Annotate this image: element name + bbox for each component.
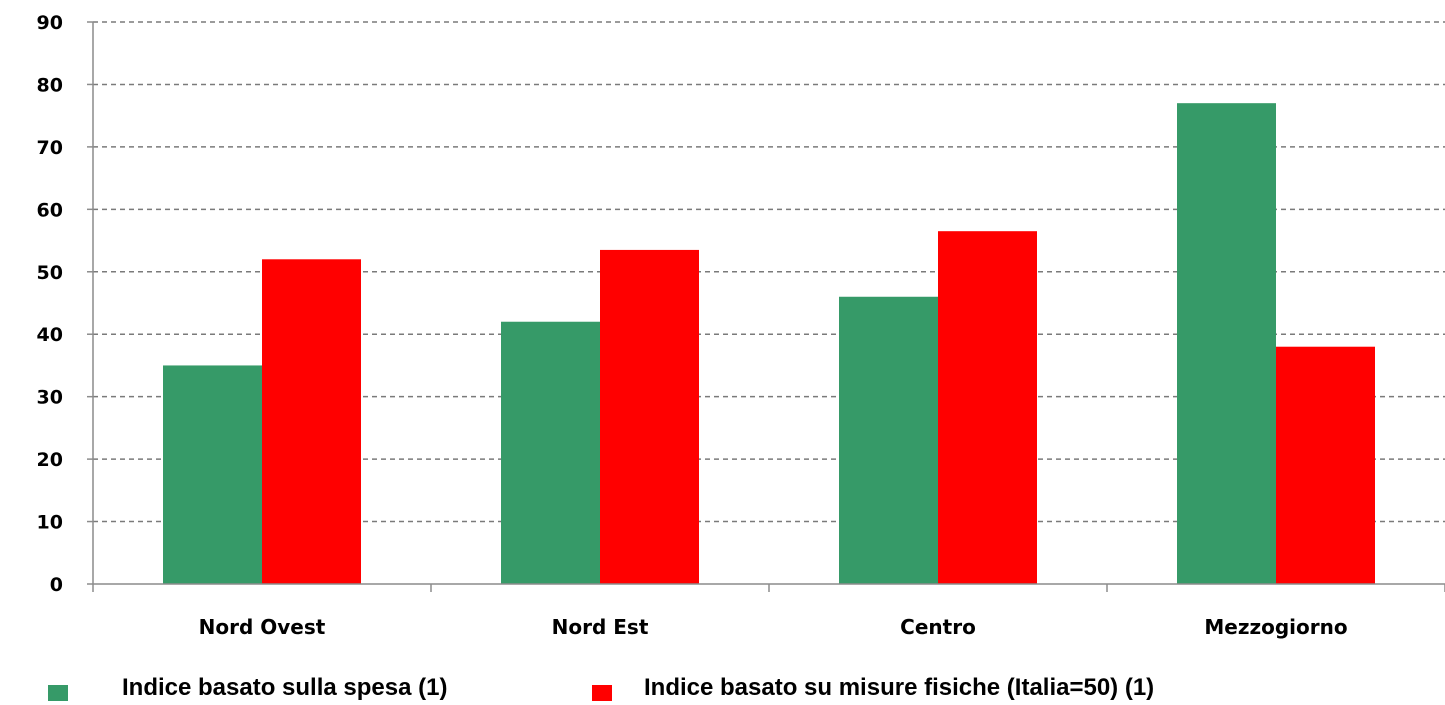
- bar-misure-fisiche-mezzogiorno: [1276, 346, 1375, 584]
- y-tick-label: 20: [37, 449, 63, 471]
- axes: [87, 21, 1445, 592]
- legend-swatch-spesa: [48, 685, 68, 701]
- legend-label-misure-fisiche: Indice basato su misure fisiche (Italia=…: [644, 674, 1155, 701]
- legend-swatch-misure-fisiche: [592, 685, 612, 701]
- bars: [163, 103, 1375, 584]
- bar-misure-fisiche-nord-est: [600, 249, 699, 584]
- y-tick-label: 90: [37, 12, 63, 34]
- y-tick-labels: 0 10 20 30 40 50 60 70 80 90: [37, 12, 63, 596]
- category-label: Nord Ovest: [199, 615, 326, 639]
- y-tick-label: 30: [37, 387, 63, 409]
- y-tick-label: 10: [37, 512, 63, 534]
- y-tick-label: 0: [50, 574, 63, 596]
- legend-label-spesa: Indice basato sulla spesa (1): [122, 674, 448, 701]
- bar-misure-fisiche-centro: [938, 231, 1037, 584]
- y-tick-label: 50: [37, 262, 63, 284]
- bar-spesa-mezzogiorno: [1177, 103, 1276, 584]
- bar-spesa-nord-ovest: [163, 365, 262, 584]
- legend: Indice basato sulla spesa (1) Indice bas…: [0, 668, 1445, 705]
- category-labels: Nord Ovest Nord Est Centro Mezzogiorno: [199, 615, 1348, 639]
- y-tick-label: 40: [37, 324, 63, 346]
- bar-spesa-centro: [839, 296, 938, 584]
- y-tick-label: 80: [37, 74, 63, 96]
- bar-spesa-nord-est: [501, 321, 600, 584]
- category-label: Mezzogiorno: [1204, 615, 1347, 639]
- bar-misure-fisiche-nord-ovest: [262, 259, 361, 584]
- category-label: Nord Est: [552, 615, 649, 639]
- category-label: Centro: [900, 615, 976, 639]
- bar-chart: 0 10 20 30 40 50 60 70 80 90 Nord Ovest Nord Est Ce…: [37, 12, 1445, 639]
- y-tick-label: 60: [37, 199, 63, 221]
- y-tick-label: 70: [37, 137, 63, 159]
